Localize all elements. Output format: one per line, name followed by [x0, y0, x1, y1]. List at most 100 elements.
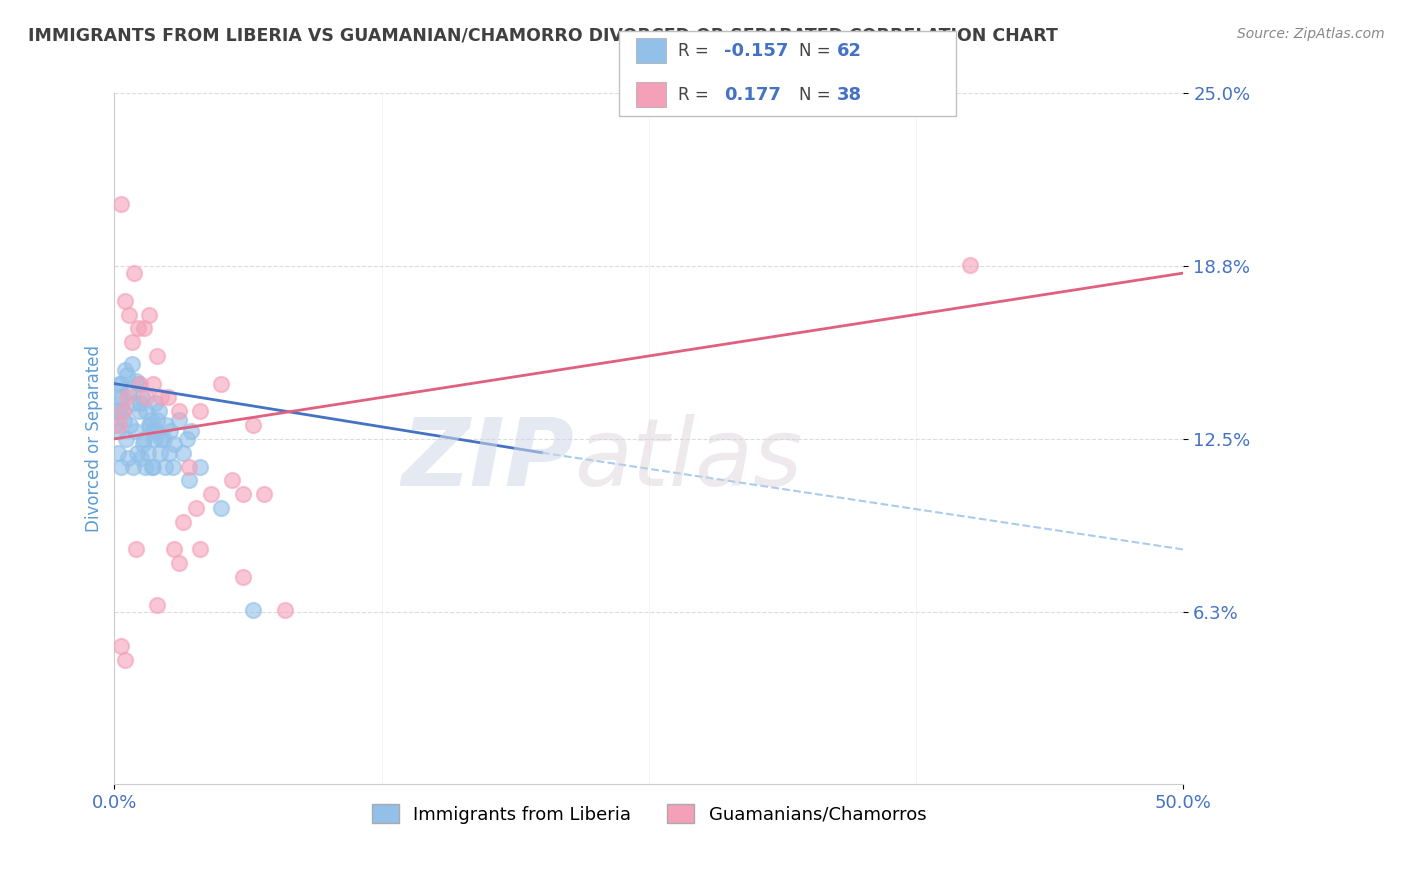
- Point: [118, 308, 141, 322]
- Point: [200, 487, 222, 501]
- Point: [134, 432, 156, 446]
- Point: [155, 418, 177, 433]
- Text: R =: R =: [678, 42, 714, 60]
- Point: [129, 396, 152, 410]
- Point: [107, 446, 129, 460]
- Point: [115, 368, 138, 383]
- Point: [142, 424, 165, 438]
- Point: [138, 308, 160, 322]
- Point: [121, 459, 143, 474]
- Point: [221, 474, 243, 488]
- Point: [129, 451, 152, 466]
- Point: [188, 542, 211, 557]
- Point: [107, 418, 129, 433]
- Point: [111, 391, 134, 405]
- Point: [122, 266, 145, 280]
- Point: [121, 335, 143, 350]
- Text: 38: 38: [837, 86, 862, 103]
- Point: [136, 446, 159, 460]
- Point: [107, 424, 129, 438]
- Point: [141, 459, 163, 474]
- Point: [131, 391, 153, 405]
- Point: [242, 603, 264, 617]
- Point: [128, 404, 150, 418]
- Point: [148, 404, 170, 418]
- Point: [110, 197, 132, 211]
- Point: [153, 459, 176, 474]
- Point: [143, 432, 166, 446]
- Legend: Immigrants from Liberia, Guamanians/Chamorros: Immigrants from Liberia, Guamanians/Cham…: [371, 805, 927, 824]
- Point: [150, 391, 173, 405]
- Point: [124, 424, 146, 438]
- Point: [146, 349, 169, 363]
- Point: [167, 556, 190, 570]
- Point: [138, 418, 160, 433]
- Point: [167, 412, 190, 426]
- Point: [163, 542, 186, 557]
- Point: [132, 437, 155, 451]
- Text: R =: R =: [678, 86, 714, 103]
- Point: [110, 459, 132, 474]
- Point: [108, 404, 131, 418]
- Point: [159, 424, 181, 438]
- Point: [145, 424, 167, 438]
- Point: [139, 412, 162, 426]
- Point: [152, 432, 174, 446]
- Point: [209, 376, 232, 391]
- Point: [110, 376, 132, 391]
- Point: [115, 432, 138, 446]
- Point: [107, 391, 129, 405]
- Text: 0.177: 0.177: [724, 86, 780, 103]
- Point: [111, 404, 134, 418]
- Point: [111, 404, 134, 418]
- Text: -0.157: -0.157: [724, 42, 789, 60]
- Point: [112, 412, 135, 426]
- Text: N =: N =: [799, 86, 835, 103]
- Point: [209, 501, 232, 516]
- Point: [135, 391, 157, 405]
- Point: [105, 404, 128, 418]
- Point: [253, 487, 276, 501]
- Point: [179, 459, 201, 474]
- Point: [118, 384, 141, 399]
- Point: [117, 451, 139, 466]
- Text: 62: 62: [837, 42, 862, 60]
- Point: [127, 321, 149, 335]
- Point: [179, 474, 201, 488]
- Point: [184, 501, 207, 516]
- Point: [135, 404, 157, 418]
- Point: [122, 396, 145, 410]
- Point: [110, 639, 132, 653]
- Point: [188, 404, 211, 418]
- Point: [232, 570, 254, 584]
- Text: atlas: atlas: [574, 414, 803, 505]
- Point: [146, 412, 169, 426]
- Point: [163, 437, 186, 451]
- Point: [157, 446, 180, 460]
- Point: [274, 603, 297, 617]
- Point: [114, 293, 136, 308]
- Point: [134, 459, 156, 474]
- Point: [143, 396, 166, 410]
- Point: [104, 418, 127, 433]
- Point: [125, 542, 148, 557]
- Point: [138, 418, 160, 433]
- Point: [115, 391, 138, 405]
- Point: [180, 424, 202, 438]
- Point: [167, 404, 190, 418]
- Point: [172, 446, 194, 460]
- Point: [242, 418, 264, 433]
- Point: [125, 374, 148, 388]
- Point: [114, 653, 136, 667]
- Point: [120, 418, 142, 433]
- Text: ZIP: ZIP: [401, 414, 574, 506]
- Point: [156, 391, 179, 405]
- Text: Source: ZipAtlas.com: Source: ZipAtlas.com: [1237, 27, 1385, 41]
- Point: [176, 432, 198, 446]
- Y-axis label: Divorced or Separated: Divorced or Separated: [86, 345, 103, 533]
- Point: [150, 432, 173, 446]
- Point: [162, 459, 184, 474]
- Point: [959, 258, 981, 272]
- Point: [125, 446, 148, 460]
- Point: [127, 376, 149, 391]
